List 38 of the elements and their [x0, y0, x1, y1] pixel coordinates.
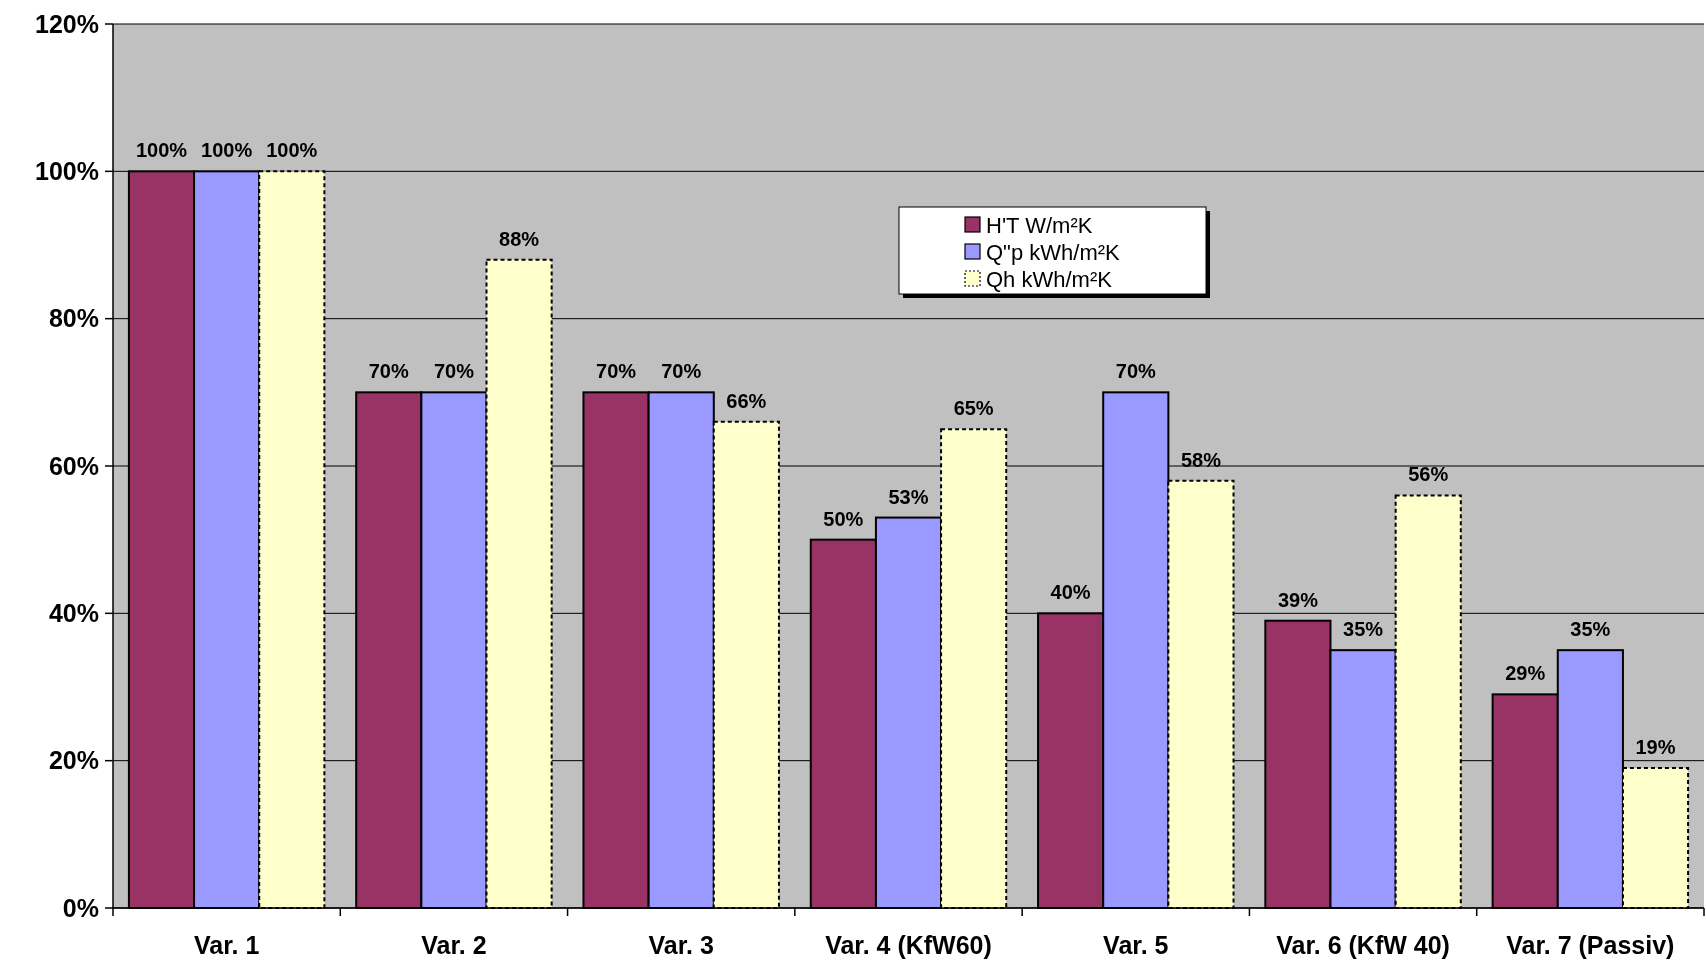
y-tick-label: 40% — [48, 599, 99, 628]
data-label: 29% — [1505, 662, 1546, 685]
legend-label: Qh kWh/m²K — [986, 266, 1113, 292]
x-tick-label: Var. 1 — [193, 931, 260, 959]
y-tick-label: 60% — [48, 451, 99, 480]
y-tick-label: 120% — [35, 9, 99, 38]
data-label: 100% — [135, 139, 188, 162]
data-label: 50% — [823, 507, 864, 530]
x-tick-label: Var. 2 — [421, 931, 487, 959]
legend-label: H'T W/m²K — [986, 212, 1093, 238]
y-tick-label: 20% — [48, 746, 99, 775]
x-tick-label: Var. 3 — [648, 931, 714, 959]
x-tick-label: Var. 4 (KfW60) — [825, 931, 992, 959]
data-label: 70% — [433, 360, 475, 383]
data-label: 58% — [1180, 448, 1222, 471]
data-label: 66% — [726, 389, 767, 412]
legend-label: Q"p kWh/m²K — [986, 239, 1121, 265]
data-label: 70% — [661, 360, 702, 383]
data-label: 56% — [1408, 463, 1449, 486]
data-label: 53% — [888, 485, 929, 508]
y-tick-label: 80% — [48, 304, 99, 333]
data-label: 70% — [1115, 360, 1157, 383]
data-label: 100% — [201, 139, 253, 162]
y-tick-label: 0% — [62, 893, 99, 922]
data-label: 39% — [1277, 588, 1319, 611]
data-label: 100% — [266, 139, 318, 162]
x-tick-label: Var. 7 (Passiv) — [1506, 931, 1675, 959]
data-label: 19% — [1635, 736, 1676, 759]
data-label: 65% — [953, 397, 994, 420]
data-label: 35% — [1343, 618, 1384, 641]
data-label: 35% — [1570, 618, 1611, 641]
x-tick-label: Var. 6 (KfW 40) — [1276, 931, 1450, 959]
data-label: 40% — [1050, 581, 1091, 604]
data-label: 70% — [368, 360, 409, 383]
y-tick-label: 100% — [35, 157, 99, 186]
x-tick-label: Var. 5 — [1103, 931, 1169, 959]
data-label: 70% — [596, 360, 637, 383]
data-label: 88% — [499, 227, 540, 250]
